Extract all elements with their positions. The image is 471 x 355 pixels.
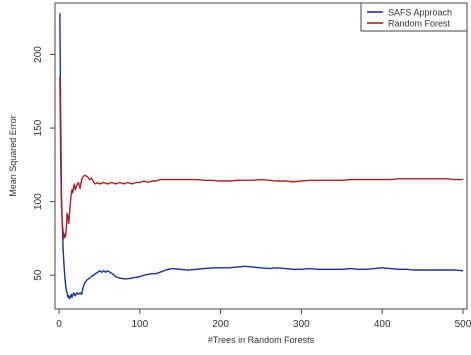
x-tick-label: 400	[374, 319, 391, 330]
x-tick-label: 500	[455, 319, 471, 330]
y-axis-label: Mean Squared Error	[8, 115, 18, 197]
x-tick-label: 200	[212, 319, 229, 330]
y-tick-label: 100	[33, 193, 44, 210]
legend-box	[360, 2, 468, 32]
y-tick-label: 200	[33, 46, 44, 63]
x-axis-label: #Trees in Random Forests	[208, 335, 315, 345]
legend-label-random-forest: Random Forest	[388, 19, 451, 29]
y-tick-label: 50	[33, 269, 44, 281]
plot-frame	[54, 2, 468, 310]
series-line-safs-approach	[59, 13, 464, 300]
y-tick-label: 150	[33, 119, 44, 136]
legend-label-safs-approach: SAFS Approach	[388, 8, 452, 18]
series-line-random-forest	[59, 76, 463, 240]
x-tick-label: 300	[293, 319, 310, 330]
x-tick-label: 100	[131, 319, 148, 330]
x-tick-label: 0	[56, 319, 62, 330]
